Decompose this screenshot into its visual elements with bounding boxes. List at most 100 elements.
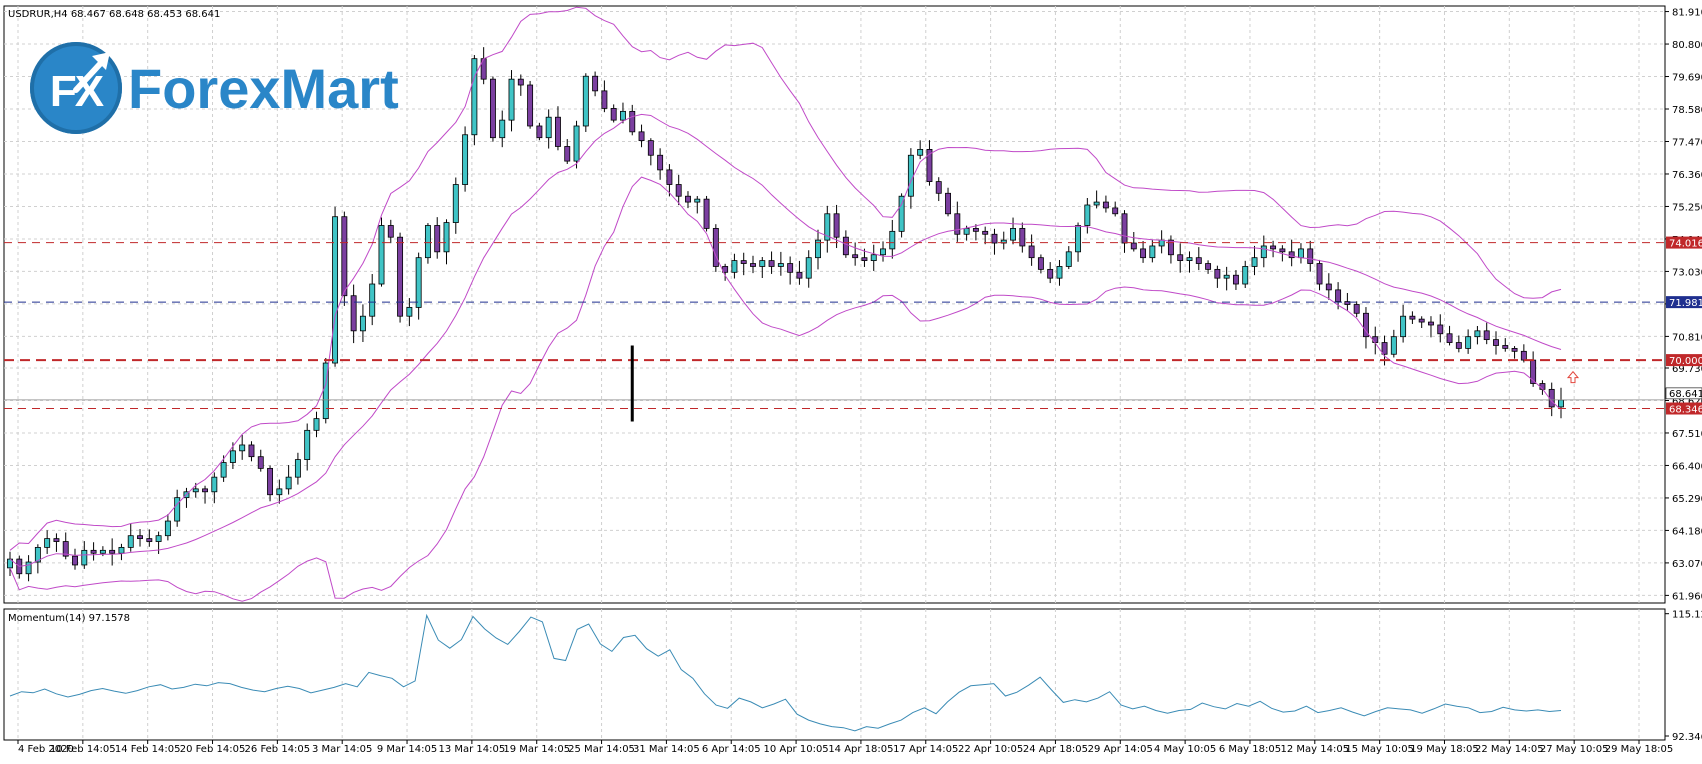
y-tick-label: 75.250 — [1672, 202, 1702, 213]
candle — [1075, 222, 1082, 262]
candle-body-bull — [415, 257, 422, 308]
candle-body-bear — [768, 260, 775, 267]
candle-body-bull — [359, 315, 366, 332]
candle — [1177, 243, 1184, 273]
candle-body-bear — [1195, 257, 1202, 264]
candle-body-bear — [1279, 248, 1286, 253]
candle-body-bear — [666, 169, 673, 185]
logo-badge-text: FX — [49, 67, 104, 116]
candle — [174, 489, 181, 527]
candle — [1242, 260, 1249, 288]
candle-body-bear — [1167, 239, 1174, 256]
candle — [777, 251, 784, 276]
candle-body-bear — [852, 254, 859, 259]
candle-body-bear — [517, 78, 524, 86]
candle — [1047, 262, 1054, 284]
y-tick-label: 77.470 — [1672, 137, 1702, 148]
price-level-tag — [1666, 236, 1702, 249]
candle — [1455, 335, 1462, 353]
candle-body-bull — [508, 78, 515, 121]
candle — [369, 274, 376, 326]
x-tick-label: 22 May 14:05 — [1475, 744, 1544, 755]
x-tick-label: 13 Mar 14:05 — [438, 744, 505, 755]
candle-body-bull — [1075, 225, 1082, 253]
x-tick-label: 27 May 10:05 — [1540, 744, 1609, 755]
candle-body-bear — [647, 140, 654, 156]
candle-body-bull — [1186, 257, 1193, 262]
candle — [647, 138, 654, 166]
price-level-label: 68.346 — [1669, 405, 1702, 416]
candle-body-bear — [1270, 245, 1277, 250]
y-tick-label: 78.580 — [1672, 105, 1702, 116]
candle-body-bear — [1363, 312, 1369, 338]
candle-body-bear — [1372, 336, 1379, 343]
candle-body-bull — [777, 263, 784, 267]
candle — [740, 252, 747, 276]
candle-body-bear — [1409, 315, 1416, 320]
candle-body-bull — [1223, 274, 1230, 279]
candle — [564, 139, 571, 164]
candle-body-bull — [81, 549, 88, 566]
candle-body-bear — [1437, 324, 1444, 335]
candle-body-bear — [1019, 228, 1026, 247]
bollinger-lower-band — [9, 176, 1562, 602]
candle-body-bull — [304, 429, 311, 461]
y-tick-label: 63.070 — [1672, 559, 1702, 570]
price-level-label: 74.016 — [1669, 239, 1702, 250]
candle — [332, 206, 339, 367]
bollinger-middle-band — [9, 113, 1562, 567]
candle-body-bear — [601, 90, 608, 109]
candle-body-bear — [527, 84, 534, 127]
candle-body-bull — [963, 228, 970, 235]
candle-body-bear — [1502, 345, 1509, 349]
candle — [62, 532, 69, 560]
candle-body-bull — [127, 535, 134, 548]
candle — [257, 449, 264, 472]
candle-body-bear — [1381, 342, 1388, 355]
candle — [880, 241, 886, 262]
candle — [1112, 201, 1119, 217]
y-tick-label: 69.730 — [1672, 364, 1702, 375]
candle-body-bull — [1010, 228, 1016, 241]
logo-wordmark: ForexMart — [128, 56, 399, 120]
candle-body-bull — [118, 546, 125, 554]
candle-body-bear — [1232, 274, 1239, 285]
candle — [146, 529, 153, 547]
x-tick-label: 12 May 14:05 — [1281, 744, 1350, 755]
y-tick-label: 67.510 — [1672, 429, 1702, 440]
candle — [1493, 331, 1499, 355]
candle-body-bull — [44, 538, 51, 548]
y-tick-label: 76.360 — [1672, 170, 1702, 181]
candle — [1400, 304, 1407, 343]
candle — [387, 219, 394, 244]
x-tick-label: 10 Apr 10:05 — [763, 744, 828, 755]
candle — [1390, 329, 1397, 358]
candle-body-bull — [25, 561, 32, 575]
candle-body-bear — [703, 198, 710, 229]
candle-body-bear — [1335, 289, 1342, 302]
candle-body-bull — [824, 213, 831, 241]
candle-body-bull — [694, 198, 701, 203]
candle-body-bull — [313, 418, 320, 431]
candle — [1232, 270, 1239, 290]
candle — [415, 252, 422, 320]
y-tick-label: 70.810 — [1672, 332, 1702, 343]
candle — [972, 224, 979, 241]
candle-body-bull — [164, 520, 171, 537]
candle-body-bear — [72, 555, 78, 566]
candle-body-bear — [972, 228, 979, 232]
candle — [1010, 217, 1016, 245]
candle-body-bear — [536, 125, 543, 139]
current-price-label: 68.641 — [1669, 389, 1702, 400]
candle — [164, 514, 171, 541]
candle-body-bear — [685, 195, 691, 203]
x-tick-label: 25 Mar 14:05 — [568, 744, 635, 755]
y-tick-label: 65.290 — [1672, 494, 1702, 505]
candle — [796, 260, 803, 285]
candle-body-bear — [90, 549, 97, 554]
candle-body-bull — [759, 260, 766, 267]
candle — [657, 148, 664, 180]
x-tick-label: 24 Apr 18:05 — [1023, 744, 1088, 755]
